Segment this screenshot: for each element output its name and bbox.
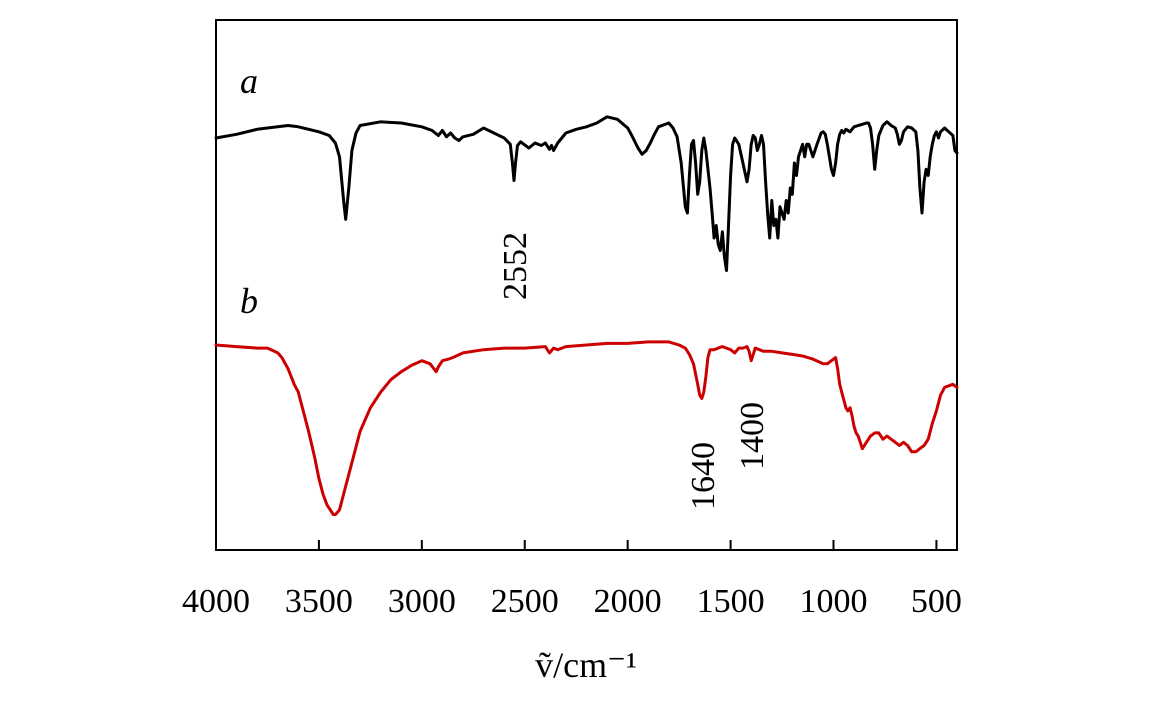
plot-frame [215,19,958,551]
x-tick-label: 1000 [800,583,868,620]
x-axis-title: ṽ/cm⁻¹ [535,645,637,685]
x-tick-label: 1500 [697,583,765,620]
series-label-b: b [240,281,258,321]
peak-annotation-2552: 2552 [497,232,534,300]
series-label-a: a [240,61,258,101]
series-line-b [214,340,959,517]
x-tick-label: 500 [911,583,962,620]
series-group [214,115,959,517]
x-tick-label: 4000 [182,583,250,620]
x-tick-label: 2500 [491,583,559,620]
series-line-a [214,115,959,272]
x-axis-ticks: 4000 3500 3000 2500 2000 1500 1000 500 [182,540,962,620]
x-tick-label: 2000 [594,583,662,620]
peak-annotation-1640: 1640 [685,442,722,510]
x-tick-label: 3000 [388,583,456,620]
peak-annotation-1400: 1400 [734,402,771,470]
labels-group: a b 2552 1640 1400 [240,61,771,510]
x-tick-label: 3500 [285,583,353,620]
